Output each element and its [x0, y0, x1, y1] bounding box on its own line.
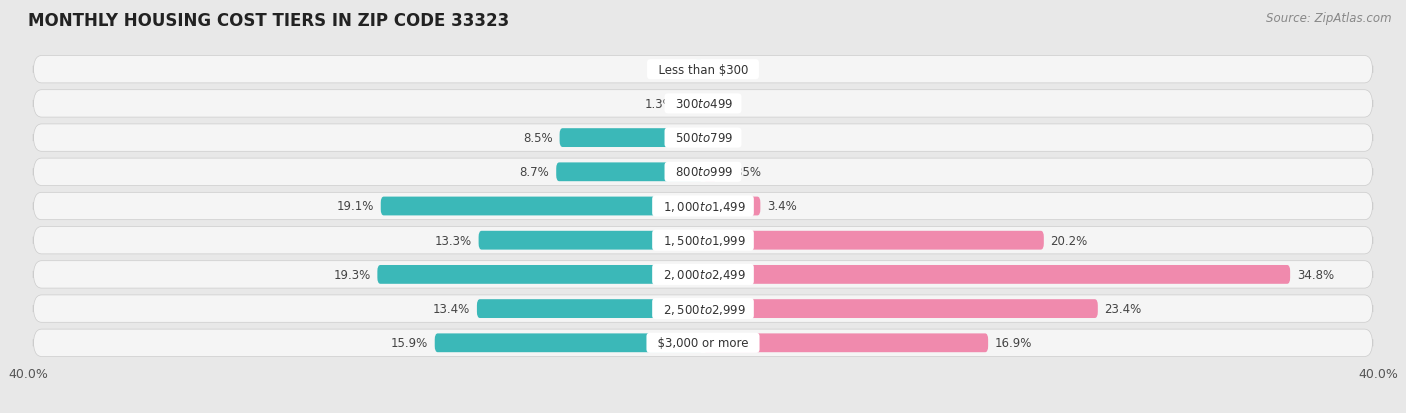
FancyBboxPatch shape	[34, 227, 1372, 254]
Text: 13.4%: 13.4%	[433, 302, 470, 316]
FancyBboxPatch shape	[478, 231, 703, 250]
Text: 0.53%: 0.53%	[651, 64, 688, 76]
Text: 34.8%: 34.8%	[1296, 268, 1334, 281]
Text: 19.3%: 19.3%	[333, 268, 371, 281]
FancyBboxPatch shape	[703, 265, 1291, 284]
FancyBboxPatch shape	[381, 197, 703, 216]
FancyBboxPatch shape	[560, 129, 703, 148]
FancyBboxPatch shape	[703, 163, 717, 182]
Text: $800 to $999: $800 to $999	[668, 166, 738, 179]
FancyBboxPatch shape	[695, 61, 703, 79]
Text: 20.2%: 20.2%	[1050, 234, 1088, 247]
Text: 23.4%: 23.4%	[1105, 302, 1142, 316]
FancyBboxPatch shape	[703, 197, 761, 216]
FancyBboxPatch shape	[34, 159, 1372, 186]
FancyBboxPatch shape	[34, 295, 1372, 323]
FancyBboxPatch shape	[34, 57, 1372, 84]
Text: 13.3%: 13.3%	[434, 234, 472, 247]
FancyBboxPatch shape	[557, 163, 703, 182]
FancyBboxPatch shape	[34, 193, 1372, 220]
FancyBboxPatch shape	[434, 334, 703, 352]
Text: 19.1%: 19.1%	[336, 200, 374, 213]
Text: 8.7%: 8.7%	[520, 166, 550, 179]
FancyBboxPatch shape	[681, 95, 703, 114]
Text: 0.0%: 0.0%	[710, 64, 740, 76]
FancyBboxPatch shape	[34, 261, 1372, 288]
FancyBboxPatch shape	[34, 90, 1372, 118]
Text: Less than $300: Less than $300	[651, 64, 755, 76]
Text: 16.9%: 16.9%	[995, 337, 1032, 349]
Text: 1.3%: 1.3%	[644, 97, 675, 111]
Text: $3,000 or more: $3,000 or more	[650, 337, 756, 349]
Text: 0.0%: 0.0%	[710, 132, 740, 145]
Text: 3.4%: 3.4%	[768, 200, 797, 213]
Text: $1,000 to $1,499: $1,000 to $1,499	[655, 199, 751, 214]
Text: $300 to $499: $300 to $499	[668, 97, 738, 111]
Text: 0.0%: 0.0%	[710, 97, 740, 111]
FancyBboxPatch shape	[703, 231, 1043, 250]
Text: 8.5%: 8.5%	[523, 132, 553, 145]
FancyBboxPatch shape	[703, 299, 1098, 318]
FancyBboxPatch shape	[34, 329, 1372, 356]
Text: 15.9%: 15.9%	[391, 337, 427, 349]
Text: MONTHLY HOUSING COST TIERS IN ZIP CODE 33323: MONTHLY HOUSING COST TIERS IN ZIP CODE 3…	[28, 12, 509, 30]
Text: 0.85%: 0.85%	[724, 166, 761, 179]
FancyBboxPatch shape	[703, 334, 988, 352]
Text: $2,000 to $2,499: $2,000 to $2,499	[655, 268, 751, 282]
FancyBboxPatch shape	[34, 125, 1372, 152]
FancyBboxPatch shape	[377, 265, 703, 284]
Text: Source: ZipAtlas.com: Source: ZipAtlas.com	[1267, 12, 1392, 25]
FancyBboxPatch shape	[477, 299, 703, 318]
Text: $1,500 to $1,999: $1,500 to $1,999	[655, 234, 751, 248]
Text: $500 to $799: $500 to $799	[668, 132, 738, 145]
Text: $2,500 to $2,999: $2,500 to $2,999	[655, 302, 751, 316]
